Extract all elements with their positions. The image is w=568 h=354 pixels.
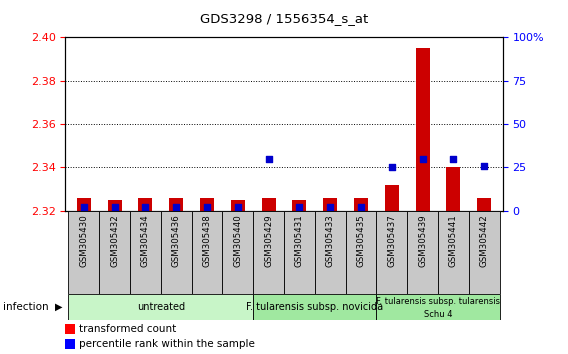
Text: GSM305432: GSM305432 — [110, 214, 119, 267]
Point — [141, 204, 150, 210]
Text: F. tularensis subsp. novicida: F. tularensis subsp. novicida — [247, 302, 383, 312]
Point — [110, 204, 119, 210]
Bar — [130, 211, 161, 294]
Text: GSM305441: GSM305441 — [449, 214, 458, 267]
Point — [202, 204, 211, 210]
Text: Schu 4: Schu 4 — [424, 310, 452, 319]
Text: GSM305435: GSM305435 — [357, 214, 365, 267]
Point — [449, 156, 458, 161]
Bar — [77, 198, 91, 211]
Point — [80, 204, 89, 210]
Text: GSM305437: GSM305437 — [387, 214, 396, 267]
Text: transformed count: transformed count — [78, 324, 176, 334]
Bar — [293, 200, 306, 211]
Bar — [65, 324, 75, 334]
Text: untreated: untreated — [137, 302, 185, 312]
Text: GSM305440: GSM305440 — [233, 214, 243, 267]
Point — [479, 163, 488, 169]
Bar — [377, 294, 500, 320]
Text: F. tularensis subsp. tularensis: F. tularensis subsp. tularensis — [376, 297, 500, 306]
Bar — [200, 198, 214, 211]
Text: GSM305434: GSM305434 — [141, 214, 150, 267]
Bar — [139, 198, 152, 211]
Bar — [99, 211, 130, 294]
Bar — [377, 211, 407, 294]
Bar — [354, 198, 368, 211]
Bar — [161, 211, 191, 294]
Bar — [469, 211, 500, 294]
Point — [325, 204, 335, 210]
Point — [233, 204, 243, 210]
Bar — [284, 211, 315, 294]
Point — [172, 204, 181, 210]
Text: GDS3298 / 1556354_s_at: GDS3298 / 1556354_s_at — [200, 12, 368, 25]
Text: GSM305433: GSM305433 — [325, 214, 335, 267]
Text: GSM305430: GSM305430 — [80, 214, 88, 267]
Bar — [68, 294, 253, 320]
Point — [357, 204, 366, 210]
Text: GSM305439: GSM305439 — [418, 214, 427, 267]
Bar — [223, 211, 253, 294]
Text: GSM305436: GSM305436 — [172, 214, 181, 267]
Text: GSM305438: GSM305438 — [203, 214, 211, 267]
Bar — [68, 211, 99, 294]
Text: GSM305429: GSM305429 — [264, 214, 273, 267]
Bar — [315, 211, 345, 294]
Bar — [108, 200, 122, 211]
Bar — [477, 198, 491, 211]
Bar — [191, 211, 223, 294]
Bar — [65, 339, 75, 349]
Bar — [446, 167, 460, 211]
Bar — [407, 211, 438, 294]
Point — [295, 204, 304, 210]
Bar — [253, 211, 284, 294]
Text: ▶: ▶ — [55, 302, 62, 312]
Bar — [438, 211, 469, 294]
Text: GSM305442: GSM305442 — [480, 214, 488, 267]
Bar — [385, 185, 399, 211]
Text: infection: infection — [3, 302, 48, 312]
Bar — [253, 294, 377, 320]
Text: percentile rank within the sample: percentile rank within the sample — [78, 339, 254, 349]
Bar — [323, 198, 337, 211]
Bar — [169, 198, 183, 211]
Bar — [416, 48, 429, 211]
Bar — [345, 211, 377, 294]
Bar — [231, 200, 245, 211]
Bar — [262, 198, 275, 211]
Point — [387, 164, 396, 170]
Text: GSM305431: GSM305431 — [295, 214, 304, 267]
Point — [264, 156, 273, 161]
Point — [418, 156, 427, 161]
